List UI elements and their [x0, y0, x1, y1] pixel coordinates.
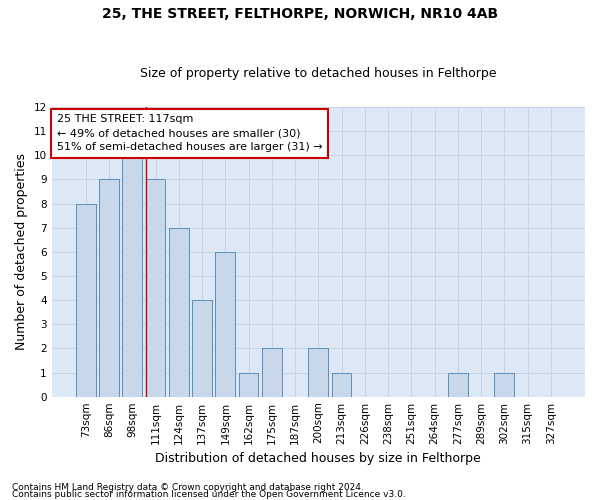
Bar: [494, 372, 514, 396]
Bar: [239, 372, 259, 396]
Bar: [122, 156, 142, 396]
X-axis label: Distribution of detached houses by size in Felthorpe: Distribution of detached houses by size …: [155, 452, 481, 465]
Bar: [215, 252, 235, 396]
Text: Contains HM Land Registry data © Crown copyright and database right 2024.: Contains HM Land Registry data © Crown c…: [12, 484, 364, 492]
Text: Contains public sector information licensed under the Open Government Licence v3: Contains public sector information licen…: [12, 490, 406, 499]
Y-axis label: Number of detached properties: Number of detached properties: [15, 154, 28, 350]
Bar: [308, 348, 328, 397]
Bar: [99, 180, 119, 396]
Bar: [192, 300, 212, 396]
Bar: [448, 372, 468, 396]
Bar: [262, 348, 282, 397]
Bar: [332, 372, 352, 396]
Text: 25 THE STREET: 117sqm
← 49% of detached houses are smaller (30)
51% of semi-deta: 25 THE STREET: 117sqm ← 49% of detached …: [57, 114, 323, 152]
Bar: [146, 180, 166, 396]
Title: Size of property relative to detached houses in Felthorpe: Size of property relative to detached ho…: [140, 66, 497, 80]
Bar: [169, 228, 188, 396]
Bar: [76, 204, 95, 396]
Text: 25, THE STREET, FELTHORPE, NORWICH, NR10 4AB: 25, THE STREET, FELTHORPE, NORWICH, NR10…: [102, 8, 498, 22]
